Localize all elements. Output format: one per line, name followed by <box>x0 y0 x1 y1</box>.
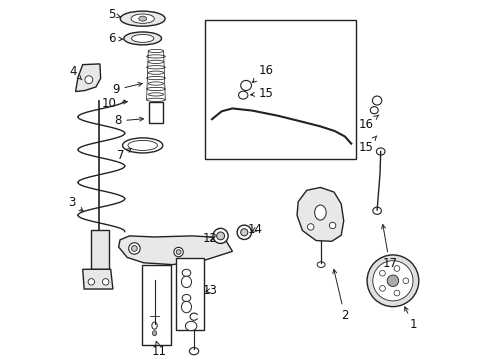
Text: 2: 2 <box>333 269 348 323</box>
Polygon shape <box>75 64 100 91</box>
Ellipse shape <box>147 76 165 80</box>
Ellipse shape <box>147 87 165 91</box>
Ellipse shape <box>131 35 154 42</box>
Bar <box>142 265 171 345</box>
Text: 16: 16 <box>359 115 379 131</box>
Ellipse shape <box>217 232 224 240</box>
Ellipse shape <box>131 246 137 251</box>
Ellipse shape <box>139 16 147 21</box>
Ellipse shape <box>182 269 191 276</box>
Ellipse shape <box>241 229 248 236</box>
Ellipse shape <box>181 301 192 313</box>
Ellipse shape <box>85 76 93 84</box>
Circle shape <box>387 275 399 287</box>
Circle shape <box>367 255 419 307</box>
Text: 15: 15 <box>251 87 273 100</box>
Ellipse shape <box>147 55 165 58</box>
Ellipse shape <box>148 93 164 96</box>
Circle shape <box>380 285 385 291</box>
Text: 11: 11 <box>152 341 167 358</box>
Ellipse shape <box>148 71 164 74</box>
Text: 16: 16 <box>252 63 273 82</box>
Text: 5: 5 <box>108 8 121 21</box>
Circle shape <box>403 278 409 284</box>
Ellipse shape <box>372 96 382 105</box>
Ellipse shape <box>376 148 385 155</box>
Text: 14: 14 <box>247 223 263 236</box>
Ellipse shape <box>176 250 181 255</box>
Ellipse shape <box>122 138 163 153</box>
Ellipse shape <box>317 262 325 267</box>
Text: 3: 3 <box>68 196 83 211</box>
Ellipse shape <box>102 279 109 285</box>
Circle shape <box>380 270 385 276</box>
Ellipse shape <box>182 294 191 302</box>
Ellipse shape <box>370 107 378 114</box>
Ellipse shape <box>174 247 183 257</box>
Circle shape <box>373 261 413 301</box>
Polygon shape <box>297 188 344 241</box>
Ellipse shape <box>128 140 157 150</box>
Polygon shape <box>119 236 232 265</box>
Ellipse shape <box>148 49 164 53</box>
Ellipse shape <box>241 80 251 90</box>
Text: 4: 4 <box>70 65 82 80</box>
Ellipse shape <box>124 32 162 45</box>
Ellipse shape <box>213 228 228 243</box>
Bar <box>176 258 204 330</box>
Ellipse shape <box>152 322 157 329</box>
Text: 7: 7 <box>118 149 131 162</box>
Ellipse shape <box>148 60 164 63</box>
Text: 12: 12 <box>202 232 217 245</box>
Bar <box>205 21 356 159</box>
Polygon shape <box>83 269 113 289</box>
Ellipse shape <box>307 224 314 230</box>
Text: 1: 1 <box>405 307 417 332</box>
Bar <box>91 230 109 269</box>
Ellipse shape <box>185 321 197 331</box>
Ellipse shape <box>315 205 326 220</box>
Circle shape <box>394 290 400 296</box>
Ellipse shape <box>237 225 251 239</box>
Text: 13: 13 <box>202 284 217 297</box>
Ellipse shape <box>373 207 381 214</box>
Ellipse shape <box>131 14 154 23</box>
Ellipse shape <box>152 331 157 336</box>
Ellipse shape <box>239 91 248 99</box>
Ellipse shape <box>181 276 192 288</box>
Text: 10: 10 <box>102 97 127 110</box>
Ellipse shape <box>147 66 165 69</box>
Text: 9: 9 <box>112 82 142 96</box>
Text: 8: 8 <box>114 114 144 127</box>
Circle shape <box>394 266 400 271</box>
Bar <box>149 102 163 123</box>
Ellipse shape <box>189 347 198 355</box>
Text: 15: 15 <box>359 136 377 154</box>
Ellipse shape <box>147 98 165 102</box>
Ellipse shape <box>329 222 336 229</box>
Text: 17: 17 <box>382 225 397 270</box>
Text: 6: 6 <box>108 32 122 45</box>
Ellipse shape <box>120 11 165 26</box>
Ellipse shape <box>129 243 140 254</box>
Ellipse shape <box>88 279 95 285</box>
Ellipse shape <box>148 82 164 85</box>
